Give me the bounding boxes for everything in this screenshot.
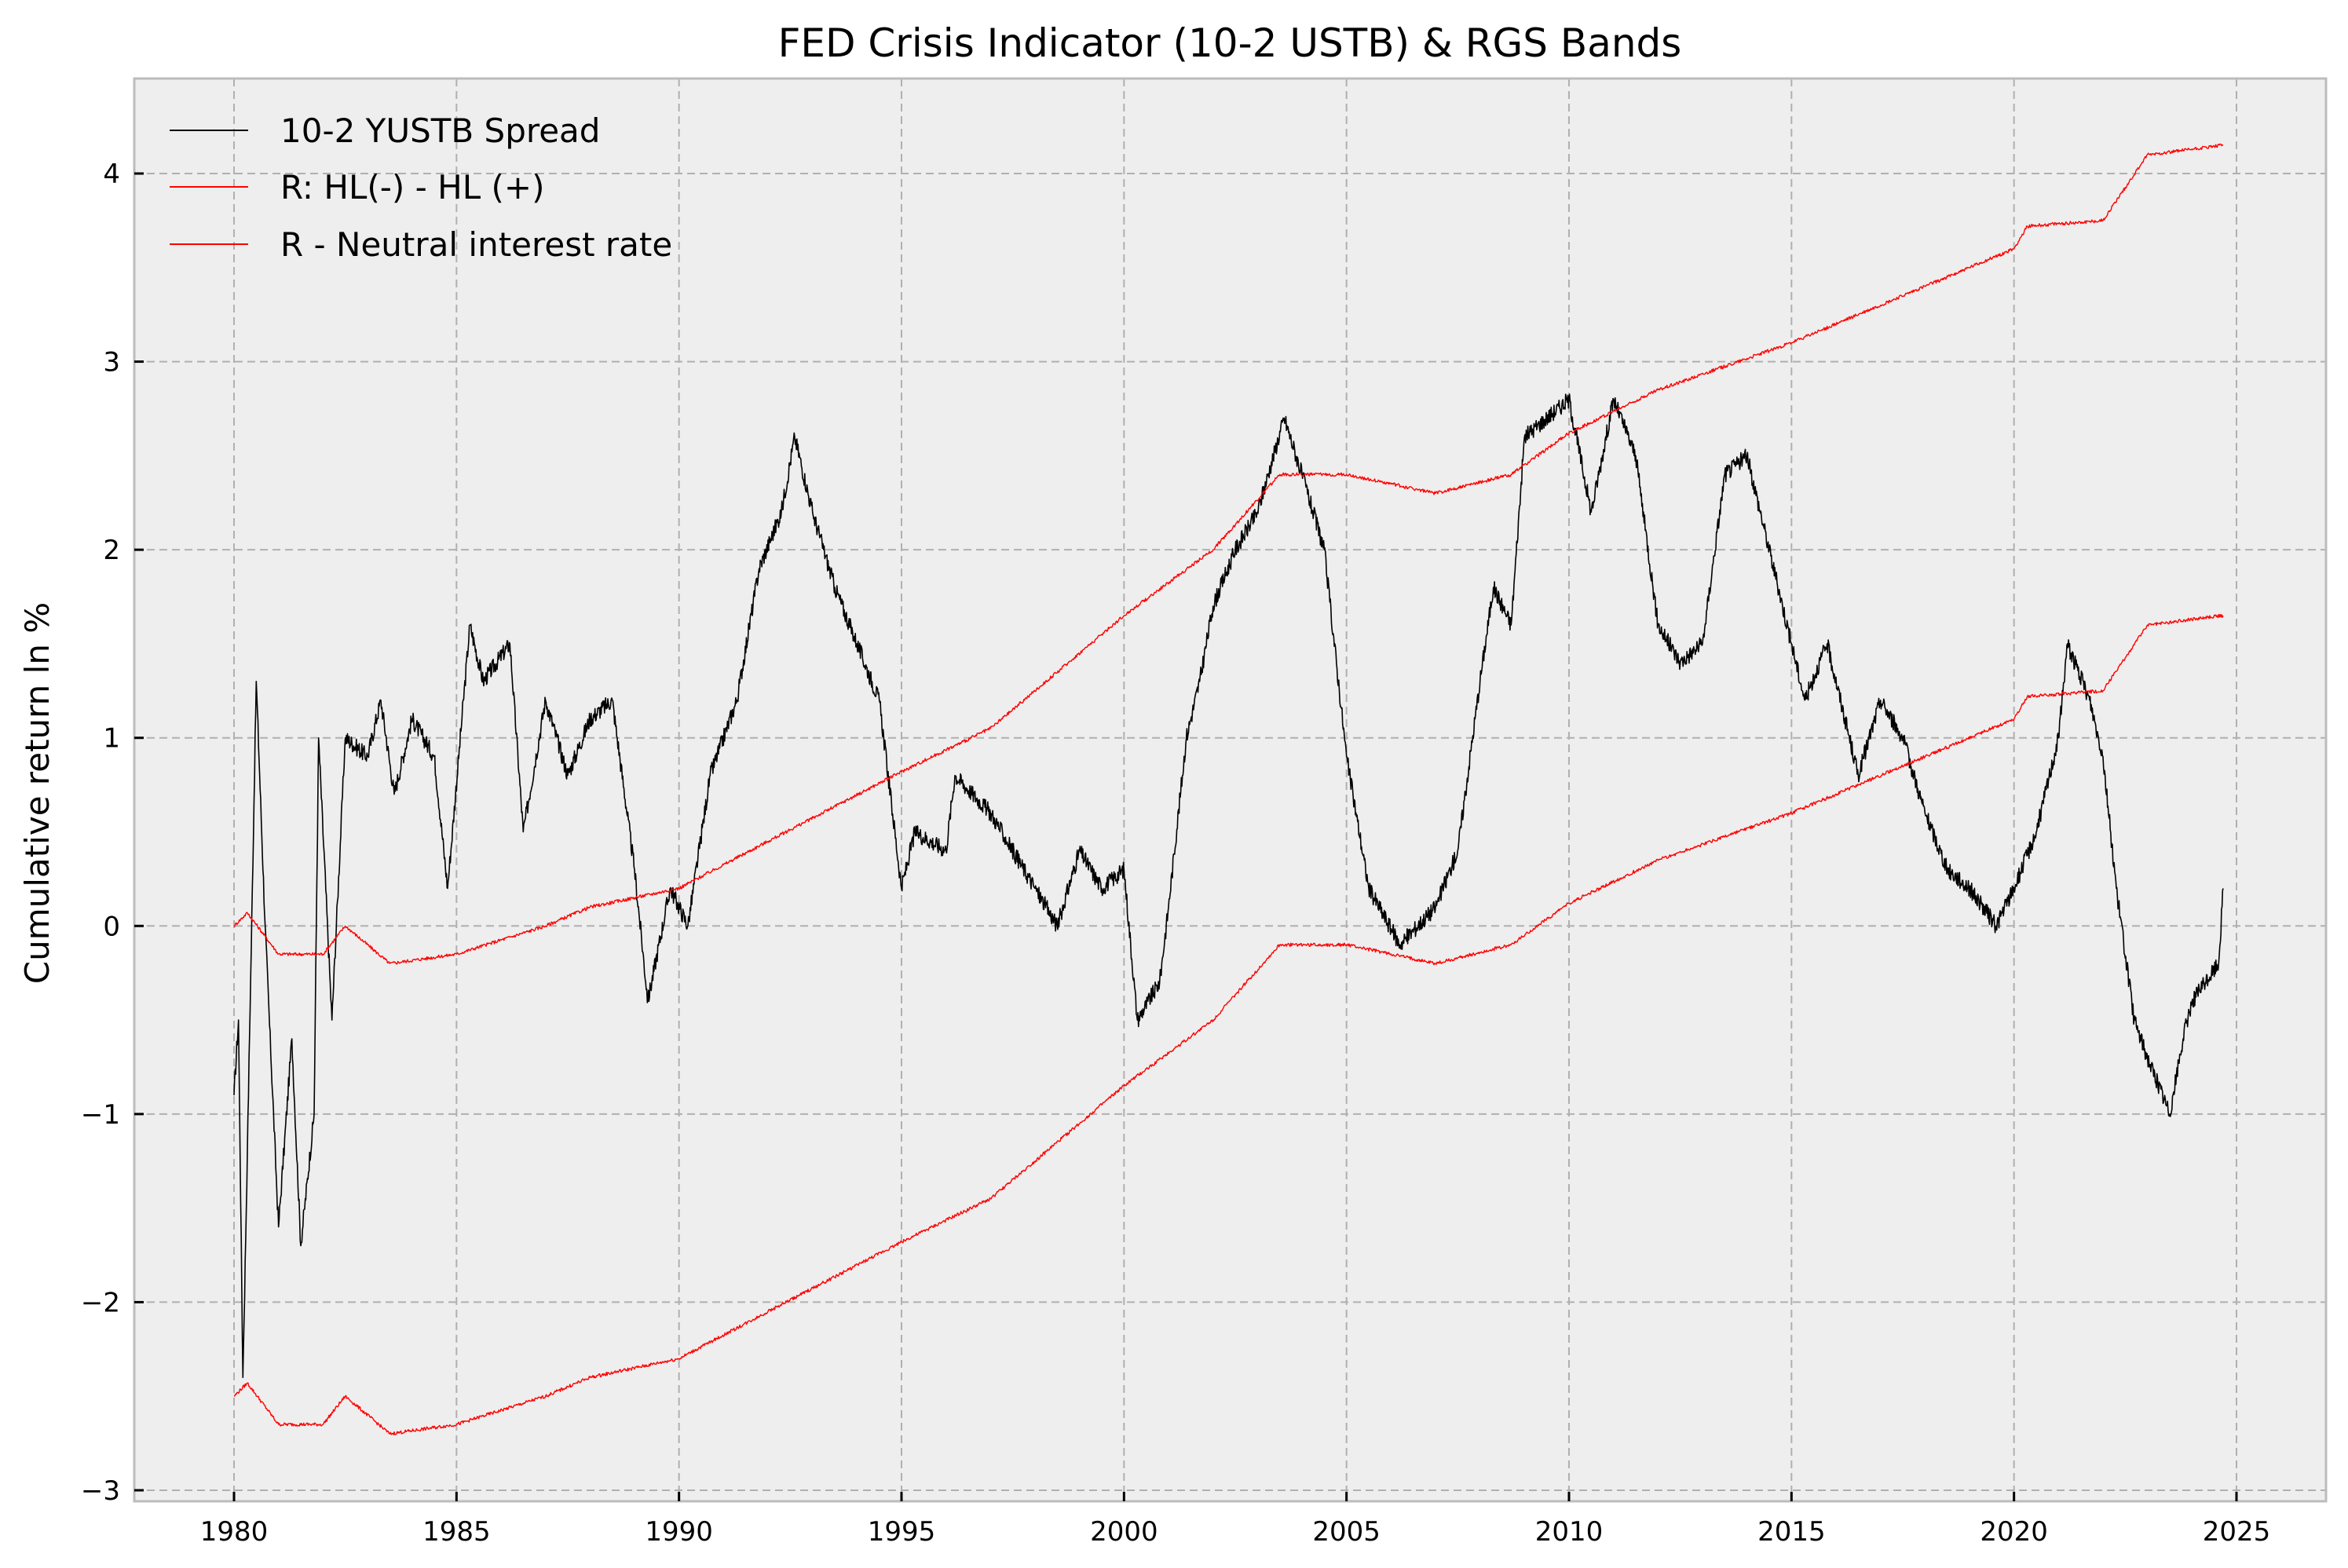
y-tick-label: 1 [103,723,120,755]
legend-label-neutral-rate: R - Neutral interest rate [280,225,672,264]
y-tick-label: −2 [81,1287,120,1318]
y-tick-label: 3 [103,347,120,378]
x-tick-label: 1980 [200,1516,269,1548]
series-line-2 [233,613,2224,1435]
series-line-1 [233,143,2224,965]
x-tick-label: 2000 [1090,1516,1158,1548]
x-tick-label: 2020 [1980,1516,2048,1548]
y-tick-label: −3 [81,1475,120,1507]
plot-area [134,79,2326,1501]
x-tick-label: 1990 [645,1516,713,1548]
axes: 1980 1985 1990 1995 2000 2005 2010 2015 2020 2025… [81,159,2270,1548]
x-tick-label: 2010 [1535,1516,1604,1548]
y-tick-label: 0 [103,911,120,942]
x-tick-label: 2005 [1312,1516,1381,1548]
y-tick-label: −1 [81,1099,120,1131]
x-tick-label: 1995 [868,1516,936,1548]
y-tick-label: 4 [103,159,120,190]
series-line-0 [233,393,2224,1379]
legend-label-hl-band: R: HL(-) - HL (+) [280,168,544,207]
chart-title: FED Crisis Indicator (10-2 USTB) & RGS B… [778,20,1682,66]
x-tick-label: 1985 [422,1516,491,1548]
plot-frame [133,77,2328,1503]
grid-lines [134,79,2326,1501]
legend-label-spread: 10-2 YUSTB Spread [280,111,600,150]
y-tick-label: 2 [103,535,120,566]
y-axis-label: Cumulative return ln % [18,602,57,984]
legend: 10-2 YUSTB Spread R: HL(-) - HL (+) R - … [170,111,672,264]
x-tick-label: 2015 [1757,1516,1826,1548]
x-tick-label: 2025 [2203,1516,2271,1548]
series-group [233,143,2224,1435]
